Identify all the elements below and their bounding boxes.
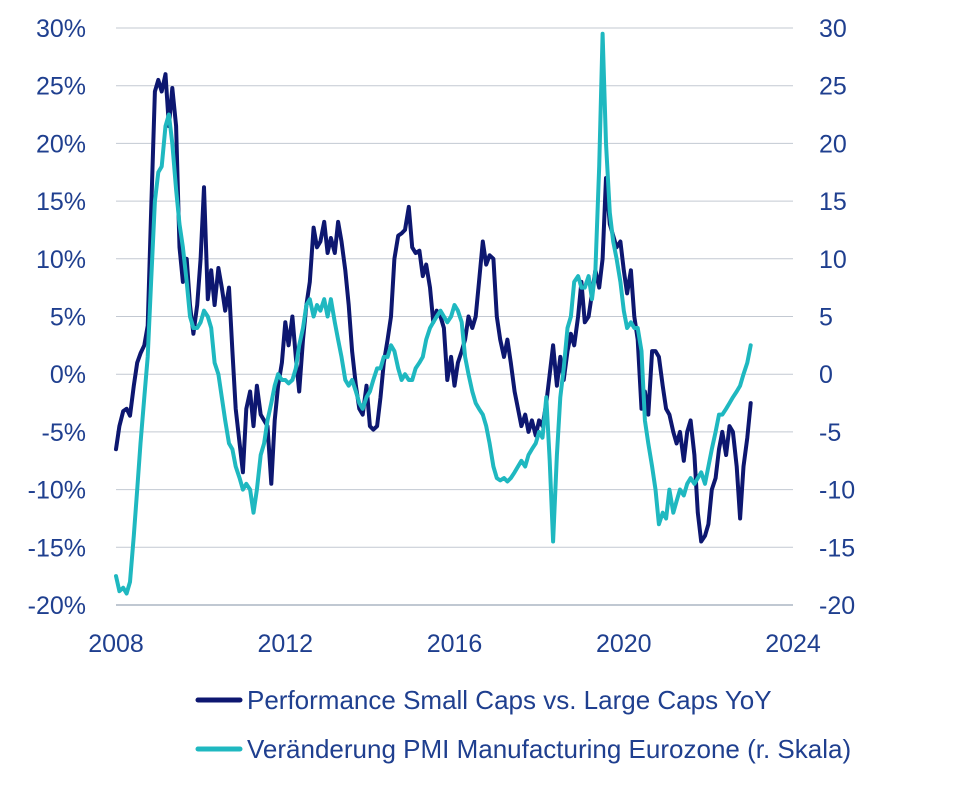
left-y-tick-label: -10%: [28, 477, 86, 505]
series-line-small-vs-large-caps: [114, 72, 753, 544]
x-tick-label: 2016: [427, 630, 483, 658]
right-y-tick-label: -10: [819, 477, 855, 505]
left-y-tick-label: -15%: [28, 534, 86, 562]
right-y-tick-label: -5: [819, 419, 841, 447]
right-y-tick-label: 30: [819, 15, 847, 43]
x-tick-label: 2024: [765, 630, 821, 658]
right-y-tick-label: -15: [819, 534, 855, 562]
right-y-tick-label: 0: [819, 361, 833, 389]
plot-area: [114, 31, 753, 596]
x-tick-label: 2020: [596, 630, 652, 658]
legend-entry-small-vs-large-caps: Performance Small Caps vs. Large Caps Yo…: [195, 685, 772, 715]
right-y-tick-label: -20: [819, 592, 855, 620]
x-axis: 2008 2012 2016 2020 2024: [88, 630, 821, 658]
right-y-tick-label: 25: [819, 73, 847, 101]
series-line-pmi-change: [114, 31, 753, 596]
left-y-tick-label: 30%: [36, 15, 86, 43]
legend: Performance Small Caps vs. Large Caps Yo…: [195, 685, 851, 764]
left-y-tick-label: 0%: [50, 361, 86, 389]
gridlines: [116, 27, 793, 606]
right-y-tick-label: 20: [819, 130, 847, 158]
legend-label: Performance Small Caps vs. Large Caps Yo…: [247, 685, 772, 715]
right-y-tick-label: 15: [819, 188, 847, 216]
left-y-tick-label: 10%: [36, 246, 86, 274]
legend-label: Veränderung PMI Manufacturing Eurozone (…: [247, 734, 851, 764]
right-y-tick-label: 10: [819, 246, 847, 274]
left-y-tick-label: 20%: [36, 130, 86, 158]
left-y-tick-label: 15%: [36, 188, 86, 216]
legend-entry-pmi-change: Veränderung PMI Manufacturing Eurozone (…: [195, 734, 851, 764]
x-tick-label: 2012: [257, 630, 313, 658]
left-y-axis: -20% -15% -10% -5% 0% 5% 10% 15% 20% 25% 30%: [28, 15, 86, 620]
x-tick-label: 2008: [88, 630, 144, 658]
left-y-tick-label: 25%: [36, 73, 86, 101]
left-y-tick-label: 5%: [50, 304, 86, 332]
right-y-tick-label: 5: [819, 304, 833, 332]
left-y-tick-label: -20%: [28, 592, 86, 620]
right-y-axis: -20 -15 -10 -5 0 5 10 15 20 25 30: [819, 15, 855, 620]
left-y-tick-label: -5%: [42, 419, 86, 447]
